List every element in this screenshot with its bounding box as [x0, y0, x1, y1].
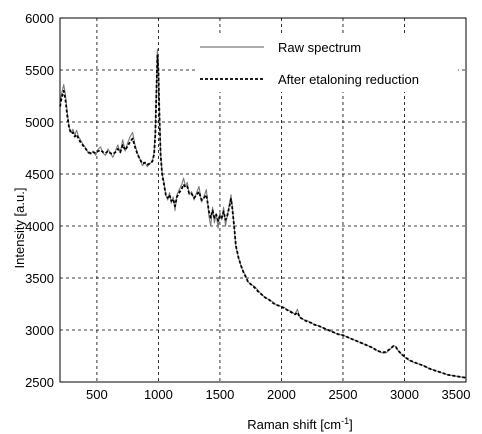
x-axis-title: Raman shift [cm-1]	[247, 416, 353, 432]
x-tick-label: 1000	[144, 387, 173, 402]
y-tick-label: 3500	[25, 271, 54, 286]
y-tick-label: 5000	[25, 115, 54, 130]
legend-label-raw: Raw spectrum	[278, 40, 361, 55]
plot-frame	[59, 17, 467, 383]
y-tick-label: 3000	[25, 323, 54, 338]
x-tick-labels: 500 1000 1500 2000 2500 3000 3500	[86, 387, 470, 402]
x-tick-label: 2500	[329, 387, 358, 402]
y-tick-labels: 2500 3000 3500 4000 4500 5000 5500 6000	[25, 11, 54, 390]
x-tick-label: 500	[86, 387, 108, 402]
y-tick-label: 2500	[25, 375, 54, 390]
legend: Raw spectrum After etaloning reduction	[196, 34, 458, 92]
x-tick-label: 1500	[205, 387, 234, 402]
y-tick-label: 4500	[25, 167, 54, 182]
y-axis-title: Intensity [a.u.]	[12, 188, 27, 269]
raw-spectrum-line	[59, 48, 467, 379]
y-tick-label: 6000	[25, 11, 54, 26]
legend-background	[196, 34, 458, 92]
x-tick-label: 3000	[390, 387, 419, 402]
legend-label-corrected: After etaloning reduction	[278, 72, 419, 87]
x-tick-label: 3500	[442, 387, 471, 402]
corrected-spectrum-line	[59, 54, 467, 379]
y-tick-label: 5500	[25, 63, 54, 78]
y-tick-label: 4000	[25, 219, 54, 234]
series-layer	[59, 48, 467, 379]
x-tick-label: 2000	[267, 387, 296, 402]
